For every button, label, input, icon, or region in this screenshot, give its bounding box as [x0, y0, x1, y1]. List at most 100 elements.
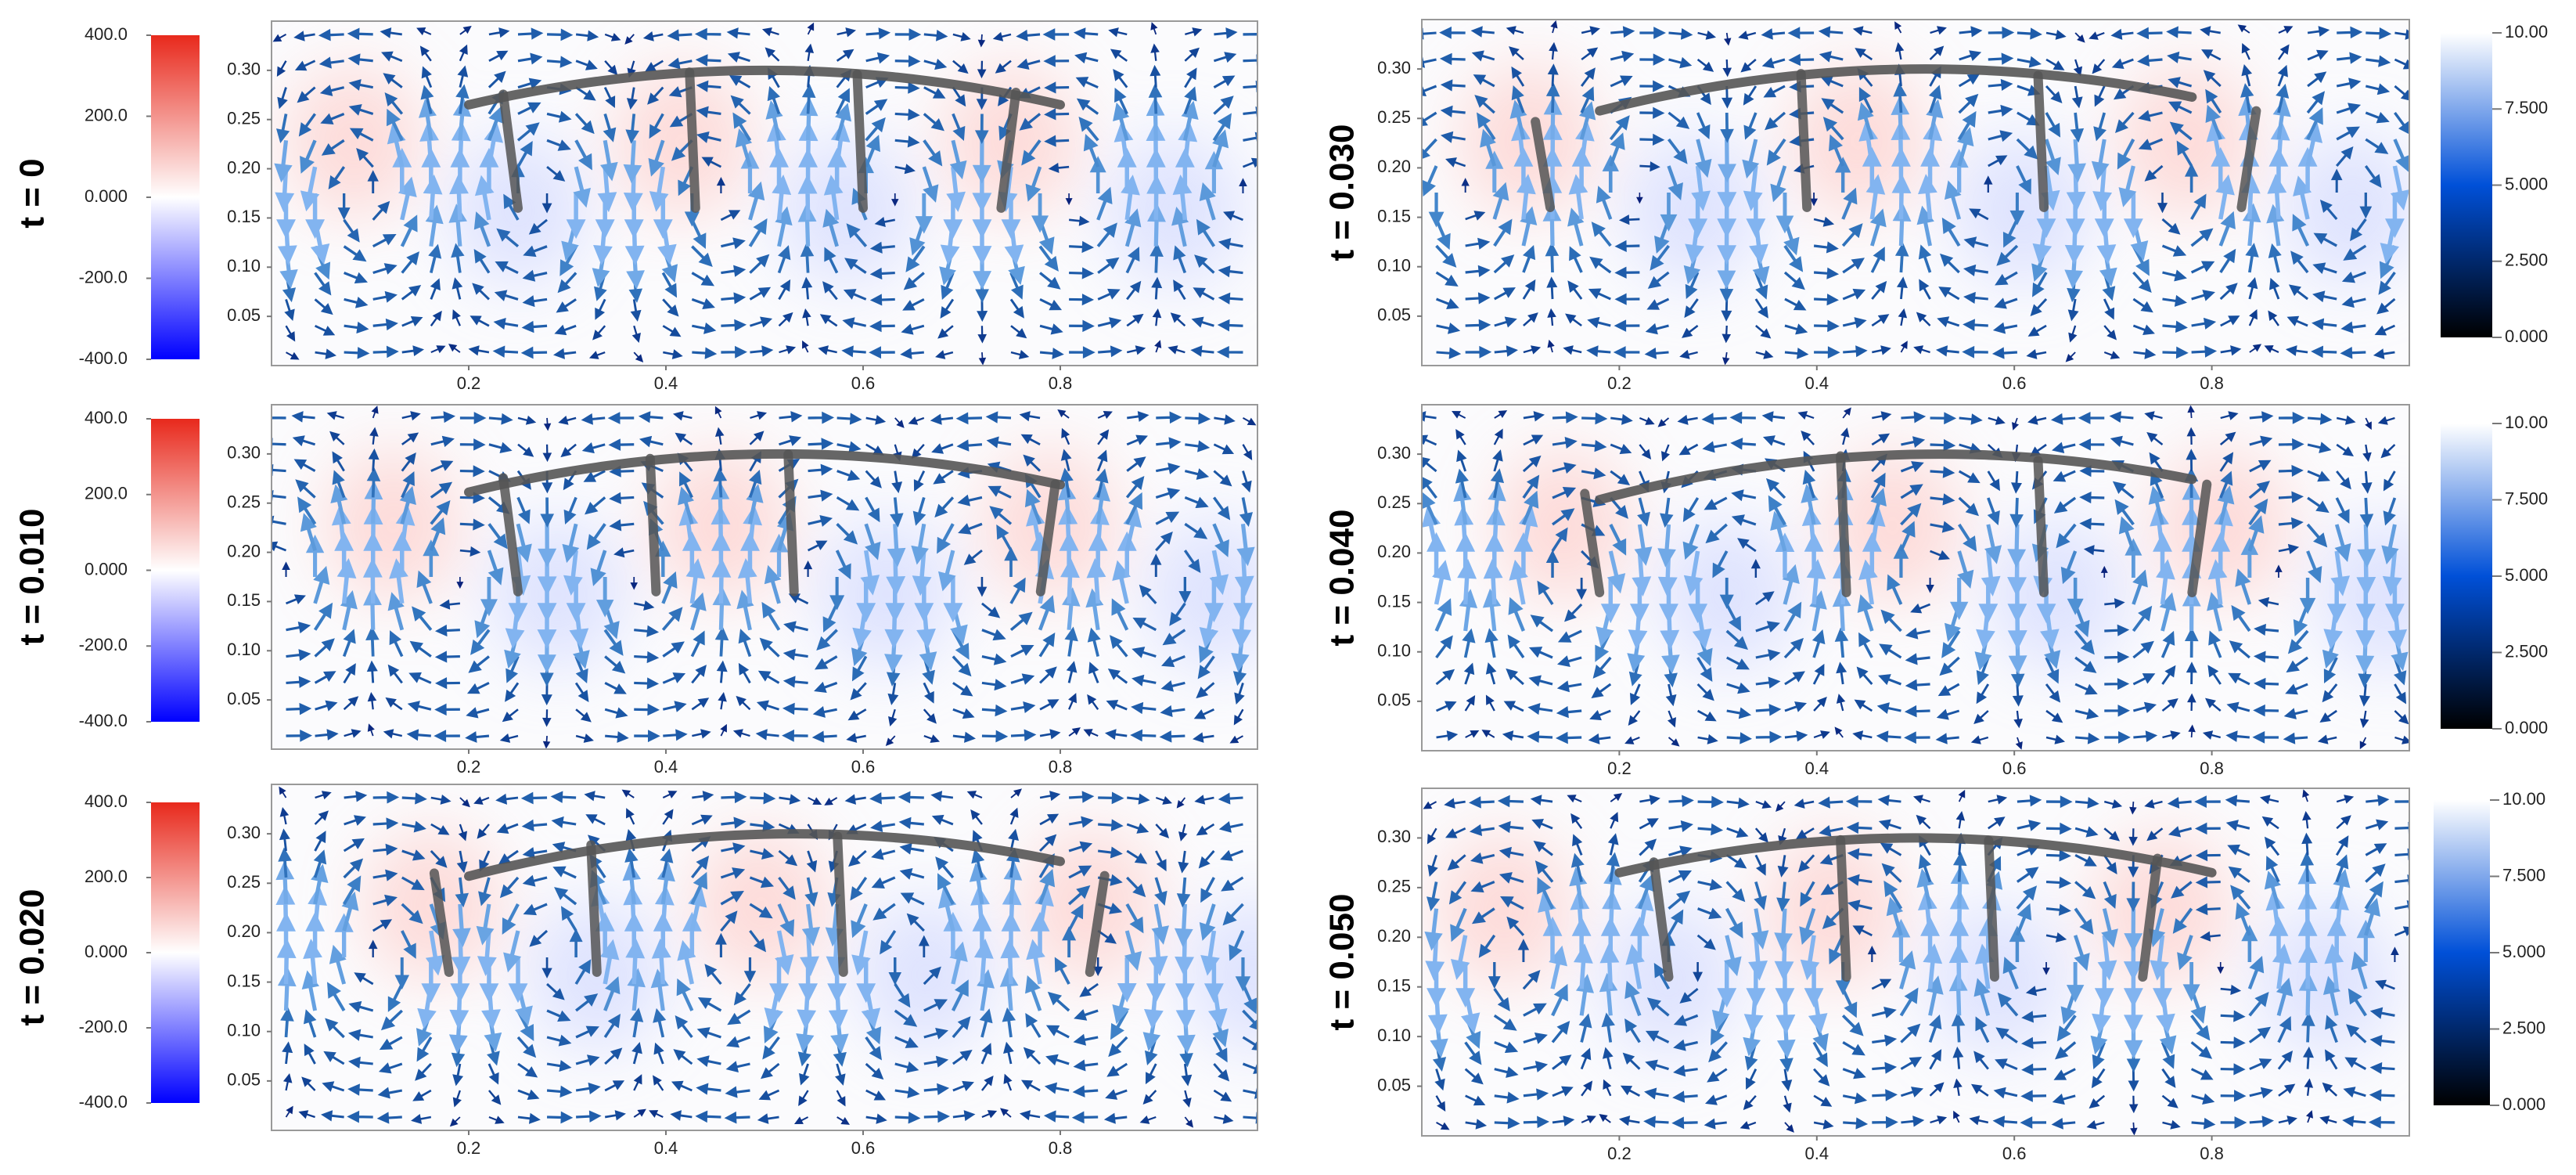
velocity-arrow: [691, 697, 710, 711]
velocity-arrow: [1795, 827, 1815, 840]
velocity-arrow: [348, 79, 373, 91]
velocity-arrow: [1858, 87, 1873, 114]
velocity-arrow: [285, 1105, 293, 1118]
velocity-arrow: [1031, 193, 1049, 233]
velocity-arrow: [2253, 651, 2279, 663]
velocity-arrow: [1667, 165, 1683, 200]
velocity-arrow: [1901, 436, 1926, 448]
velocity-arrow: [2217, 962, 2225, 975]
velocity-arrow: [2287, 629, 2309, 654]
velocity-arrow: [554, 887, 577, 906]
velocity-arrow: [2053, 496, 2077, 514]
velocity-arrow: [1200, 930, 1220, 976]
velocity-arrow: [1009, 272, 1024, 300]
velocity-arrow: [725, 1086, 750, 1098]
velocity-arrow: [2335, 854, 2349, 883]
velocity-arrow: [1994, 297, 2018, 309]
velocity-arrow: [2013, 710, 2023, 729]
velocity-arrow: [694, 27, 721, 41]
velocity-arrow: [314, 272, 332, 296]
velocity-arrow: [1069, 240, 1095, 254]
velocity-arrow: [695, 54, 721, 67]
velocity-arrow: [1938, 287, 1960, 301]
velocity-arrow: [2182, 962, 2200, 1002]
velocity-arrow: [972, 140, 991, 184]
velocity-arrow: [1857, 102, 1874, 140]
velocity-arrow: [1950, 865, 1970, 909]
velocity-arrow: [952, 32, 971, 41]
velocity-arrow: [1668, 820, 1693, 832]
velocity-arrow: [1464, 695, 1476, 712]
velocity-arrow: [1900, 484, 1923, 499]
velocity-arrow: [661, 571, 678, 604]
velocity-arrow: [430, 435, 455, 448]
velocity-arrow: [1624, 980, 1642, 1017]
velocity-arrow: [721, 319, 747, 332]
velocity-arrow: [633, 351, 644, 363]
velocity-arrow: [416, 1036, 433, 1062]
velocity-arrow: [541, 709, 552, 727]
velocity-arrow: [670, 1110, 693, 1121]
velocity-arrow: [298, 113, 317, 137]
velocity-arrow: [575, 1054, 600, 1066]
velocity-arrow: [2128, 1095, 2139, 1114]
y-tick-label: 0.05: [227, 1070, 261, 1090]
velocity-arrow: [455, 877, 470, 908]
velocity-arrow: [1435, 635, 1453, 659]
velocity-arrow: [1497, 795, 1524, 808]
velocity-arrow: [1836, 694, 1846, 712]
y-tick-label: 0.10: [1377, 641, 1411, 661]
velocity-arrow: [1770, 510, 1788, 552]
velocity-arrow: [2394, 710, 2409, 725]
velocity-arrow: [552, 866, 577, 879]
velocity-arrow: [1493, 1014, 1517, 1031]
velocity-arrow: [1643, 1116, 1669, 1128]
velocity-arrow: [2104, 731, 2131, 744]
velocity-arrow: [1494, 1116, 1520, 1130]
velocity-arrow: [1697, 823, 1724, 836]
velocity-arrow: [749, 929, 767, 953]
velocity-arrow: [1660, 444, 1671, 462]
velocity-arrow: [1852, 925, 1873, 937]
velocity-arrow: [1609, 132, 1625, 167]
velocity-arrow: [1422, 85, 1437, 96]
velocity-arrow: [2017, 820, 2042, 831]
velocity-arrow: [276, 60, 287, 77]
velocity-arrow: [517, 443, 534, 457]
velocity-arrow: [1725, 907, 1743, 939]
velocity-arrow: [1928, 85, 1942, 114]
velocity-arrow: [2220, 984, 2242, 996]
velocity-arrow: [329, 944, 347, 985]
velocity-arrow: [1010, 673, 1035, 685]
velocity-arrow: [1916, 814, 1931, 830]
y-tick-label: 0.30: [1377, 827, 1411, 846]
velocity-arrow: [1450, 907, 1467, 943]
velocity-arrow: [1614, 240, 1640, 252]
velocity-arrow: [870, 820, 895, 832]
velocity-arrow: [1093, 957, 1103, 976]
velocity-arrow: [629, 1007, 644, 1038]
velocity-arrow: [2075, 797, 2099, 809]
velocity-arrow: [1818, 796, 1844, 809]
velocity-arrow: [2144, 411, 2163, 421]
velocity-arrow: [1485, 662, 1497, 685]
velocity-arrow: [672, 411, 693, 421]
velocity-arrow: [1765, 111, 1786, 131]
velocity-arrow: [1929, 45, 1945, 60]
velocity-arrow: [272, 541, 287, 552]
velocity-arrow: [2007, 524, 2027, 568]
velocity-arrow: [349, 128, 374, 142]
velocity-arrow: [750, 848, 775, 860]
velocity-arrow: [1926, 578, 1934, 593]
velocity-arrow: [1916, 868, 1934, 910]
velocity-arrow: [1987, 470, 2000, 492]
velocity-arrow: [989, 506, 1013, 525]
velocity-arrow: [2015, 737, 2023, 750]
velocity-arrow: [604, 682, 627, 694]
velocity-arrow: [888, 708, 898, 726]
velocity-arrow: [1067, 903, 1084, 932]
velocity-arrow: [1108, 27, 1128, 38]
velocity-arrow: [292, 435, 316, 447]
colorbar-tick-label: 5.000: [2505, 174, 2548, 193]
velocity-arrow: [1973, 710, 1989, 725]
